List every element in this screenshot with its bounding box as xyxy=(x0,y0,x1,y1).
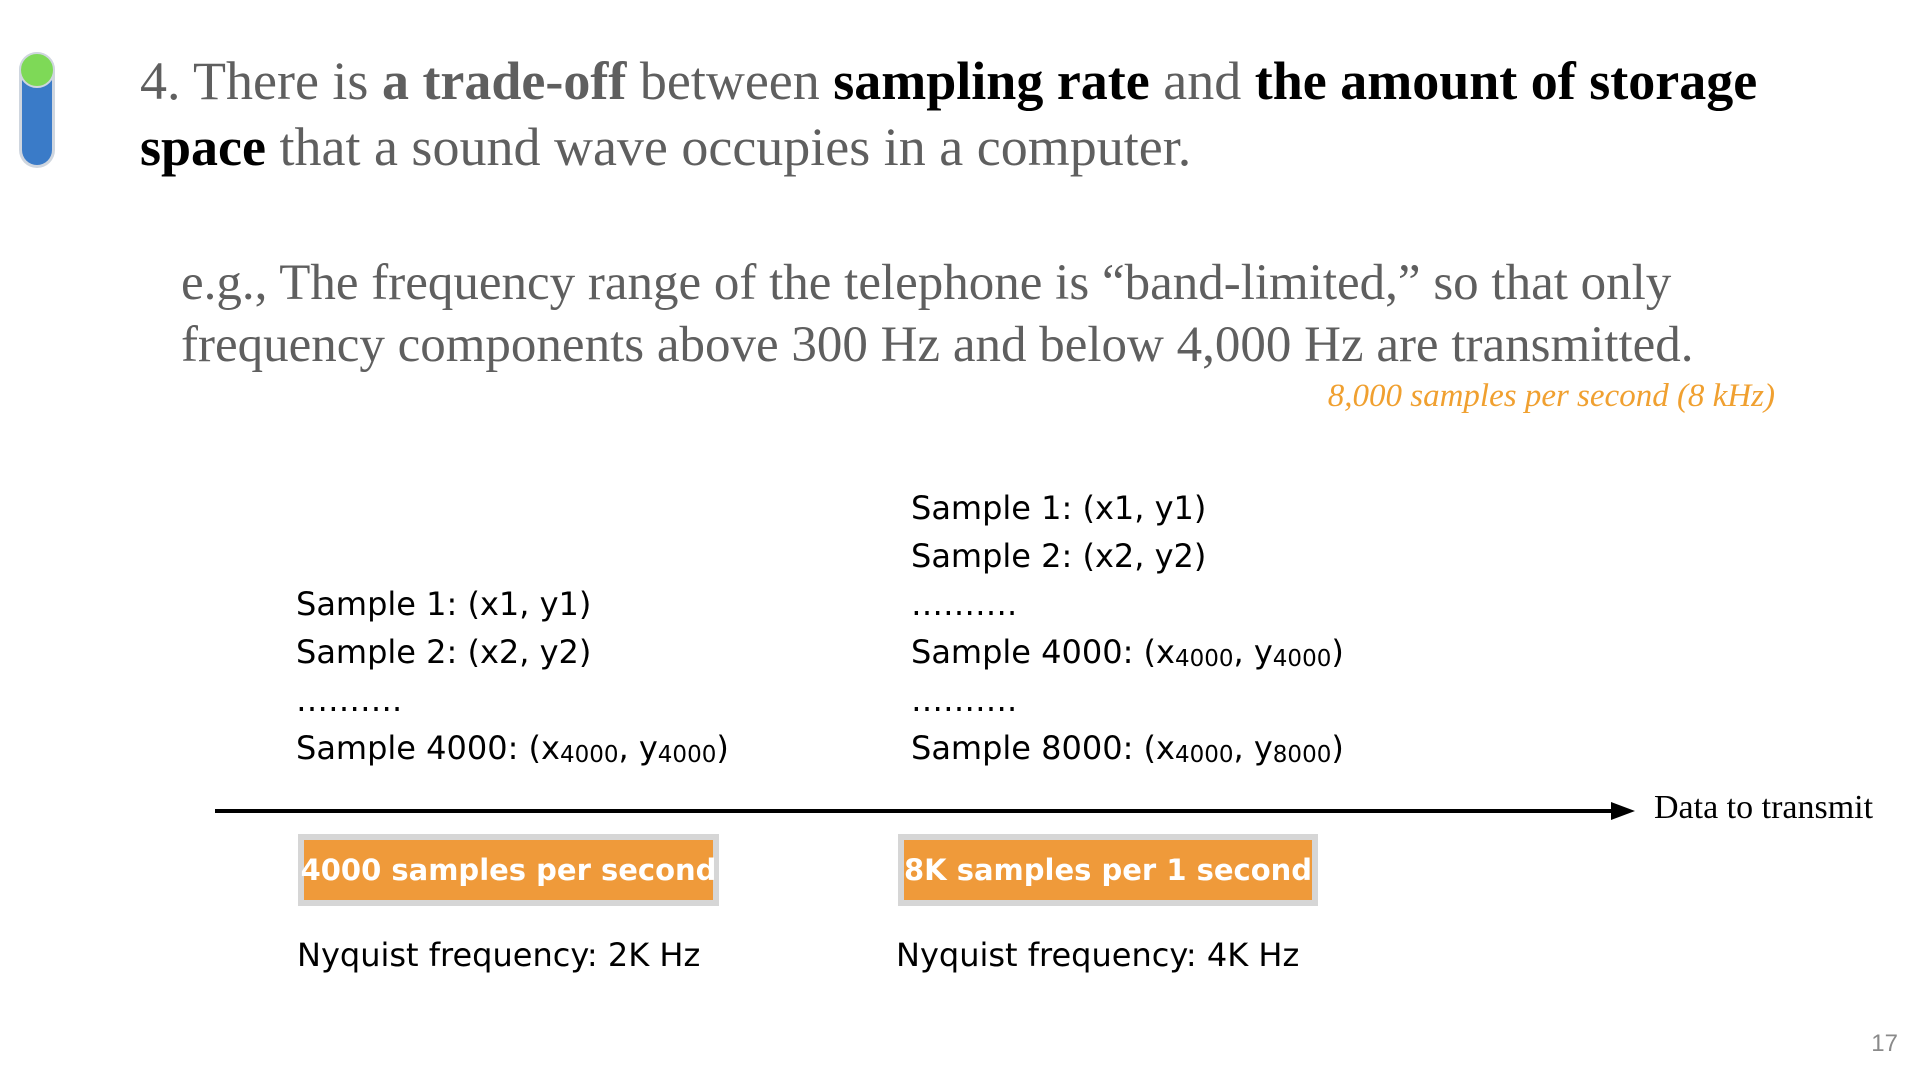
slide-heading: 4. There is a trade-off between sampling… xyxy=(140,48,1860,180)
left-sample-1: Sample 1: (x1, y1) xyxy=(296,585,592,623)
left-sample-last: Sample 4000: (x4000, y4000) xyxy=(296,729,729,768)
data-transmit-arrow xyxy=(215,802,1635,820)
heading-between: between xyxy=(626,51,834,111)
right-sample-1: Sample 1: (x1, y1) xyxy=(911,489,1207,527)
slider-bullet-icon xyxy=(19,52,55,168)
heading-tradeoff: a trade-off xyxy=(381,51,627,111)
heading-lead: 4. There is xyxy=(140,51,382,111)
heading-sampling-rate: sampling rate xyxy=(833,51,1150,111)
axis-label: Data to transmit xyxy=(1654,789,1874,826)
left-sample-list: Sample 1: (x1, y1) Sample 2: (x2, y2) ……… xyxy=(296,580,729,772)
right-ellipsis-1: ………. xyxy=(911,585,1018,623)
left-nyquist: Nyquist frequency: 2K Hz xyxy=(297,936,701,974)
left-ellipsis: ………. xyxy=(296,681,403,719)
example-text: e.g., The frequency range of the telepho… xyxy=(181,255,1694,373)
heading-and: and xyxy=(1149,51,1255,111)
heading-storage: the amount of storage space xyxy=(140,51,1758,177)
right-sample-4000: Sample 4000: (x4000, y4000) xyxy=(911,633,1344,672)
sample-rate-note: 8,000 samples per second (8 kHz) xyxy=(1327,378,1775,414)
left-sample-2: Sample 2: (x2, y2) xyxy=(296,633,592,671)
page-number: 17 xyxy=(1871,1030,1898,1057)
right-rate-box: 8K samples per 1 second xyxy=(898,834,1318,906)
right-sample-list: Sample 1: (x1, y1) Sample 2: (x2, y2) ……… xyxy=(911,484,1344,772)
right-nyquist: Nyquist frequency: 4K Hz xyxy=(896,936,1300,974)
right-ellipsis-2: ………. xyxy=(911,681,1018,719)
heading-rest: that a sound wave occupies in a computer… xyxy=(265,117,1192,177)
right-sample-8000: Sample 8000: (x4000, y8000) xyxy=(911,729,1344,768)
left-rate-box: 4000 samples per second xyxy=(298,834,719,906)
right-sample-2: Sample 2: (x2, y2) xyxy=(911,537,1207,575)
